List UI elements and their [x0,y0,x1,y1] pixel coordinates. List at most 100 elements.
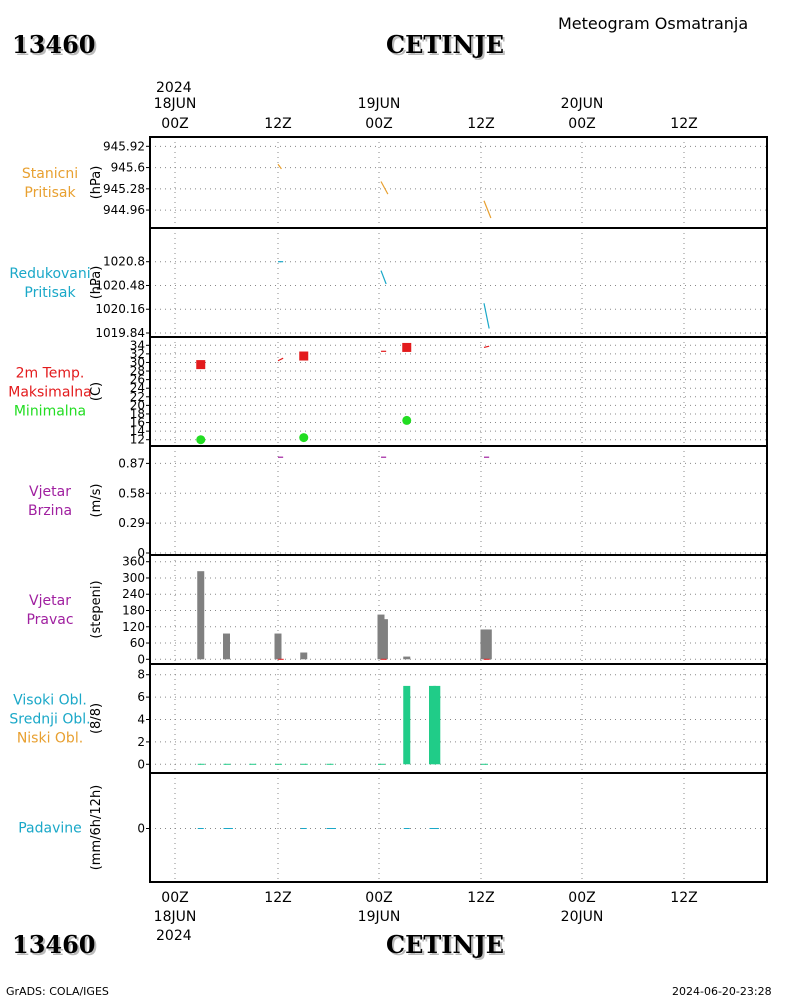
y-tick-label: 4 [137,713,145,727]
y-tick-label: 0 [137,757,145,771]
panel-frame [149,445,768,556]
top-date-label: 18JUN [154,96,197,112]
top-tick-label: 12Z [264,116,291,132]
bottom-tick-label: 12Z [670,890,697,906]
y-tick-label: 30 [130,355,145,369]
y-tick-label: 0 [137,546,145,560]
y-tick-label: 944.96 [103,203,145,217]
station-id-top: 13460 [12,30,96,59]
data-segment [483,200,492,219]
top-tick-label: 00Z [161,116,188,132]
panel-side-label: Niski Obl. [17,731,83,747]
station-name-top: CETINJE [386,30,505,59]
panel-side-label: Maksimalna [8,385,92,401]
y-tick-label: 0.58 [118,486,145,500]
wind-direction-bar [403,656,411,660]
y-tick-label: 28 [130,364,145,378]
y-tick-label: 945.6 [111,161,145,175]
wind-direction-bar [480,629,488,660]
y-tick-label: 8 [137,668,145,682]
timestamp-text: 2024-06-20-23:28 [672,985,772,998]
y-tick-label: 240 [122,587,145,601]
top-date-label: 19JUN [358,96,401,112]
y-tick-label: 14 [130,424,145,438]
y-axis-label: (mm/6h/12h) [89,785,104,871]
bottom-tick-label: 12Z [467,890,494,906]
panel-side-label: Redukovani [9,266,90,282]
y-tick-label: 0.87 [118,456,145,470]
wind-direction-bar [197,571,205,660]
top-date-label: 20JUN [561,96,604,112]
data-segment [277,163,282,170]
y-axis-label: (hPa) [89,266,104,300]
bottom-tick-label: 00Z [365,890,392,906]
temp-segment [277,357,284,362]
top-year-label: 2024 [156,80,192,96]
bottom-date-label: 20JUN [561,909,604,925]
y-tick-label: 1020.8 [103,255,145,269]
y-tick-label: 26 [130,373,145,387]
wind-direction-bar [484,629,492,660]
y-tick-label: 0 [137,822,145,836]
y-axis-label: (m/s) [89,484,104,518]
top-tick-label: 00Z [568,116,595,132]
bottom-tick-label: 12Z [264,890,291,906]
y-axis-label: (stepeni) [89,580,104,638]
panel-side-label: Visoki Obl. [13,693,87,709]
y-tick-label: 34 [130,338,145,352]
panel-frame [149,554,768,665]
cloud-bar [429,685,436,765]
panel-frame [149,136,768,229]
station-id-bottom: 13460 [12,930,96,959]
y-tick-label: 1020.48 [95,278,145,292]
bottom-date-label: 18JUN [154,909,197,925]
y-tick-label: 24 [130,381,145,395]
station-name-bottom: CETINJE [386,930,505,959]
y-axis-label: (8/8) [89,703,104,734]
y-tick-label: 945.92 [103,139,145,153]
data-segment [380,270,387,285]
min-temp-marker [299,433,309,443]
y-axis-label: (C) [89,382,104,401]
max-temp-marker [196,360,206,370]
y-tick-label: 18 [130,407,145,421]
y-tick-label: 16 [130,416,145,430]
y-tick-label: 22 [130,390,145,404]
y-tick-label: 180 [122,604,145,618]
wind-direction-bar [380,619,388,660]
top-tick-label: 12Z [467,116,494,132]
panel-side-label: Vjetar [29,484,71,500]
y-tick-label: 300 [122,571,145,585]
panel-frame [149,772,768,883]
wind-direction-bar [300,652,308,660]
panel-side-label: Brzina [28,503,72,519]
panel-side-label: 2m Temp. [16,366,85,382]
data-segment [380,181,389,195]
cloud-bar [433,685,441,765]
panel-side-label: Vjetar [29,593,71,609]
panel-frame [149,227,768,338]
panel-side-label: Padavine [18,821,82,837]
panel-frame [149,336,768,447]
panel-side-label: Stanicni [22,166,78,182]
bottom-year-label: 2024 [156,928,192,944]
meteogram-subtitle: Meteogram Osmatranja [558,14,749,33]
y-tick-label: 20 [130,398,145,412]
cloud-bar [403,685,411,765]
min-temp-marker [402,415,412,425]
data-segment [483,303,490,329]
bottom-date-label: 19JUN [358,909,401,925]
max-temp-marker [402,342,412,352]
y-axis-label: (hPa) [89,166,104,200]
min-temp-marker [196,435,206,445]
panel-side-label: Minimalna [14,404,86,420]
panel-side-label: Pritisak [24,185,76,201]
bottom-tick-label: 00Z [568,890,595,906]
y-tick-label: 945.28 [103,182,145,196]
y-tick-label: 12 [130,433,145,447]
panel-side-label: Pritisak [24,285,76,301]
y-tick-label: 32 [130,347,145,361]
y-tick-label: 1019.84 [95,326,145,340]
wind-direction-bar [274,633,282,660]
